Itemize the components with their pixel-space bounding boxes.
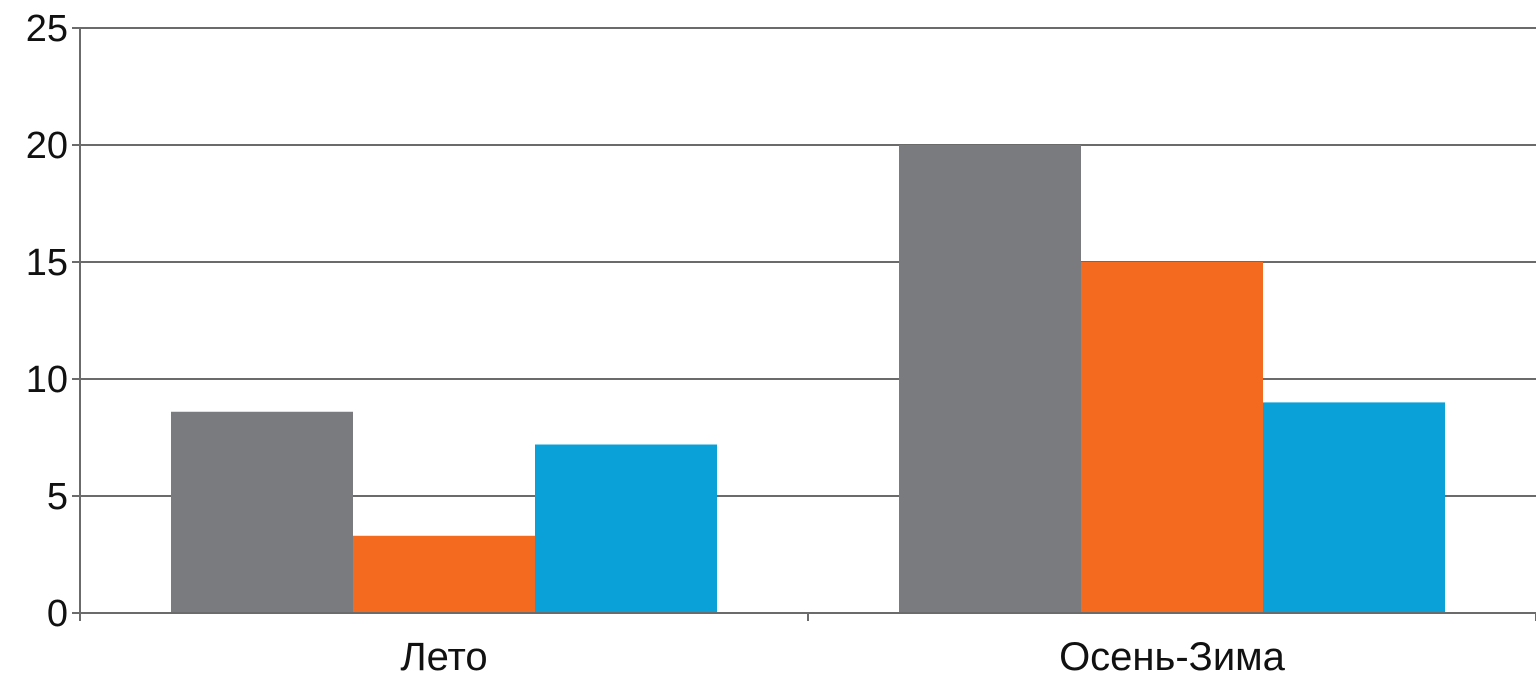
bar-2-series-1 [899,145,1081,613]
axes [72,27,1536,621]
bar-2-series-2 [1081,262,1263,613]
bar-2-series-3 [1263,402,1445,613]
y-tick-label: 0 [47,593,68,635]
bars [171,145,1445,613]
labels: 0 5 10 15 20 25 Лето Осень-Зима [26,8,1286,676]
y-tick-label: 25 [26,8,68,50]
y-tick-label: 15 [26,242,68,284]
y-tick-label: 20 [26,125,68,167]
x-category-label: Осень-Зима [1059,635,1286,676]
bar-1-series-3 [535,444,717,613]
x-category-label: Лето [400,635,487,676]
y-tick-label: 5 [47,476,68,518]
bar-1-series-1 [171,411,353,613]
bar-1-series-2 [353,535,535,613]
y-tick-label: 10 [26,359,68,401]
